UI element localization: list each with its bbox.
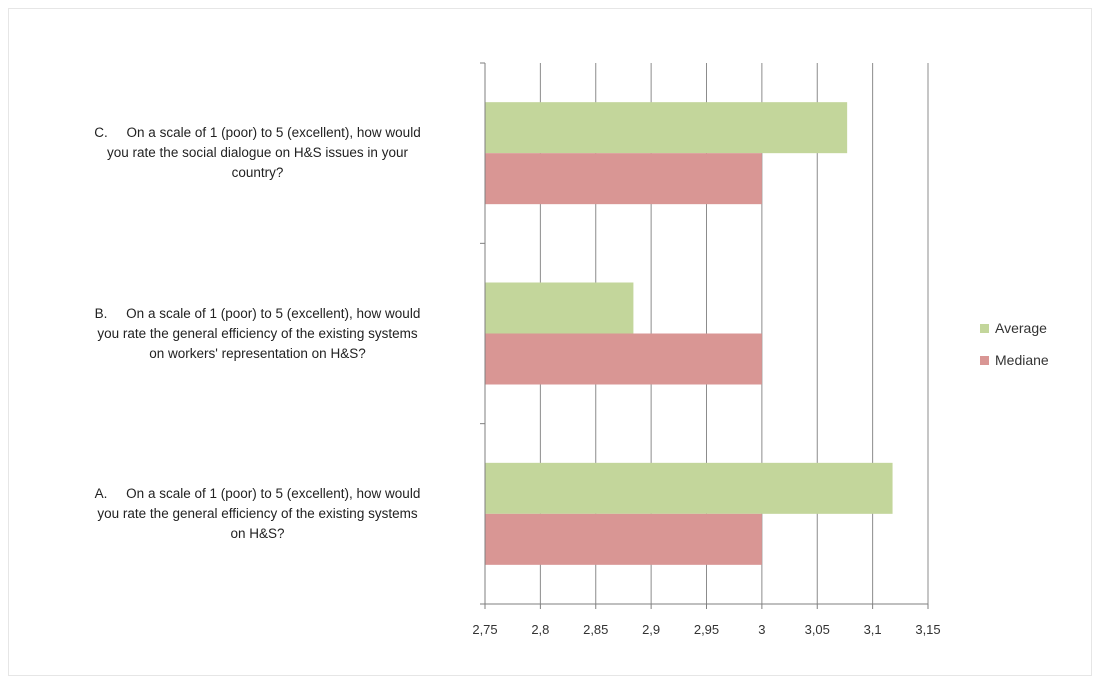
x-tick-label: 2,85	[583, 622, 608, 637]
bar-average-b	[485, 282, 634, 334]
category-label-b: B. On a scale of 1 (poor) to 5 (excellen…	[50, 304, 465, 364]
legend: Average Mediane	[980, 320, 1049, 384]
bar-mediane-b	[485, 333, 762, 385]
category-label-line: on H&S?	[230, 525, 285, 541]
x-tick-label: 3	[758, 622, 765, 637]
legend-item-mediane: Mediane	[980, 352, 1049, 368]
category-label-line: you rate the general efficiency of the e…	[97, 325, 418, 341]
legend-swatch-mediane	[980, 355, 989, 365]
category-label-line: B. On a scale of 1 (poor) to 5 (excellen…	[94, 305, 421, 321]
category-label-line: on workers' representation on H&S?	[149, 345, 366, 361]
x-tick-label: 2,75	[472, 622, 497, 637]
x-tick-label: 3,05	[805, 622, 830, 637]
category-label-c: C. On a scale of 1 (poor) to 5 (excellen…	[50, 123, 465, 183]
x-tick-label: 2,9	[642, 622, 660, 637]
x-tick-label: 2,8	[531, 622, 549, 637]
bar-mediane-c	[485, 153, 762, 205]
category-label-line: C. On a scale of 1 (poor) to 5 (excellen…	[94, 125, 421, 141]
legend-label-average: Average	[995, 320, 1047, 336]
legend-item-average: Average	[980, 320, 1049, 336]
x-tick-label: 3,15	[915, 622, 940, 637]
legend-swatch-average	[980, 323, 989, 333]
bar-mediane-a	[485, 513, 762, 565]
bar-average-a	[485, 462, 893, 514]
category-label-line: A. On a scale of 1 (poor) to 5 (excellen…	[94, 485, 421, 501]
x-tick-label: 3,1	[864, 622, 882, 637]
category-label-a: A. On a scale of 1 (poor) to 5 (excellen…	[50, 484, 465, 544]
category-label-line: you rate the general efficiency of the e…	[97, 505, 418, 521]
legend-label-mediane: Mediane	[995, 352, 1049, 368]
category-label-line: country?	[231, 165, 284, 181]
category-label-line: you rate the social dialogue on H&S issu…	[107, 145, 408, 161]
bar-average-c	[485, 102, 848, 154]
x-tick-label: 2,95	[694, 622, 719, 637]
